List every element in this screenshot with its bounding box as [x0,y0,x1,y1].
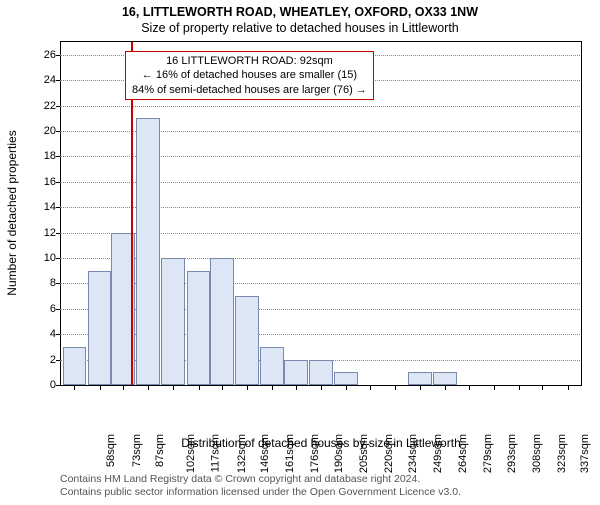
chart-container: Number of detached properties Distributi… [0,41,600,446]
x-tick-label: 58sqm [105,434,117,467]
x-tick-label: 249sqm [432,434,444,473]
x-tick-label: 279sqm [482,434,494,473]
title-line-2: Size of property relative to detached ho… [0,21,600,35]
x-tick-label: 220sqm [383,434,395,473]
histogram-bar [88,271,112,385]
y-axis-label: Number of detached properties [5,130,19,295]
histogram-bar [284,360,308,385]
histogram-bar [187,271,211,385]
y-tick-label: 26 [44,49,56,61]
histogram-bar [210,258,234,385]
x-tick-label: 308sqm [531,434,543,473]
x-tick-label: 132sqm [236,434,248,473]
y-tick-label: 8 [50,277,56,289]
y-tick-label: 0 [50,379,56,391]
x-tick-label: 264sqm [457,434,469,473]
histogram-bar [136,118,160,385]
y-tick-label: 6 [50,303,56,315]
x-tick-label: 146sqm [259,434,271,473]
annotation-box: 16 LITTLEWORTH ROAD: 92sqm← 16% of detac… [125,51,374,100]
histogram-bar [63,347,87,385]
annotation-line: 16 LITTLEWORTH ROAD: 92sqm [132,54,367,68]
x-tick-label: 102sqm [185,434,197,473]
histogram-bar [309,360,333,385]
y-tick-label: 12 [44,227,56,239]
y-tick-label: 22 [44,100,56,112]
x-tick-label: 234sqm [407,434,419,473]
x-tick-label: 190sqm [333,434,345,473]
histogram-bar [235,296,259,385]
title-line-1: 16, LITTLEWORTH ROAD, WHEATLEY, OXFORD, … [0,5,600,19]
x-tick-label: 161sqm [284,434,296,473]
y-tick-label: 2 [50,354,56,366]
x-tick-label: 323sqm [556,434,568,473]
y-tick-label: 10 [44,252,56,264]
y-tick-label: 18 [44,150,56,162]
y-tick-label: 20 [44,125,56,137]
footer-line-2: Contains public sector information licen… [60,486,461,500]
histogram-bar [161,258,185,385]
x-tick-label: 73sqm [131,434,143,467]
histogram-bar [408,372,432,385]
x-tick-label: 293sqm [506,434,518,473]
histogram-bar [334,372,358,385]
y-tick-label: 16 [44,176,56,188]
x-tick-label: 117sqm [210,434,222,472]
y-tick-label: 4 [50,328,56,340]
histogram-bar [433,372,457,385]
x-tick-label: 205sqm [358,434,370,473]
gridline [60,106,580,107]
footer-text: Contains HM Land Registry data © Crown c… [60,473,461,500]
annotation-line: 84% of semi-detached houses are larger (… [132,83,367,97]
x-tick-label: 176sqm [309,434,321,473]
annotation-line: ← 16% of detached houses are smaller (15… [132,68,367,82]
y-tick-label: 24 [44,74,56,86]
footer-line-1: Contains HM Land Registry data © Crown c… [60,473,461,487]
histogram-bar [260,347,284,385]
x-tick-label: 337sqm [580,434,592,473]
y-tick-label: 14 [44,201,56,213]
x-tick-label: 87sqm [154,434,166,467]
